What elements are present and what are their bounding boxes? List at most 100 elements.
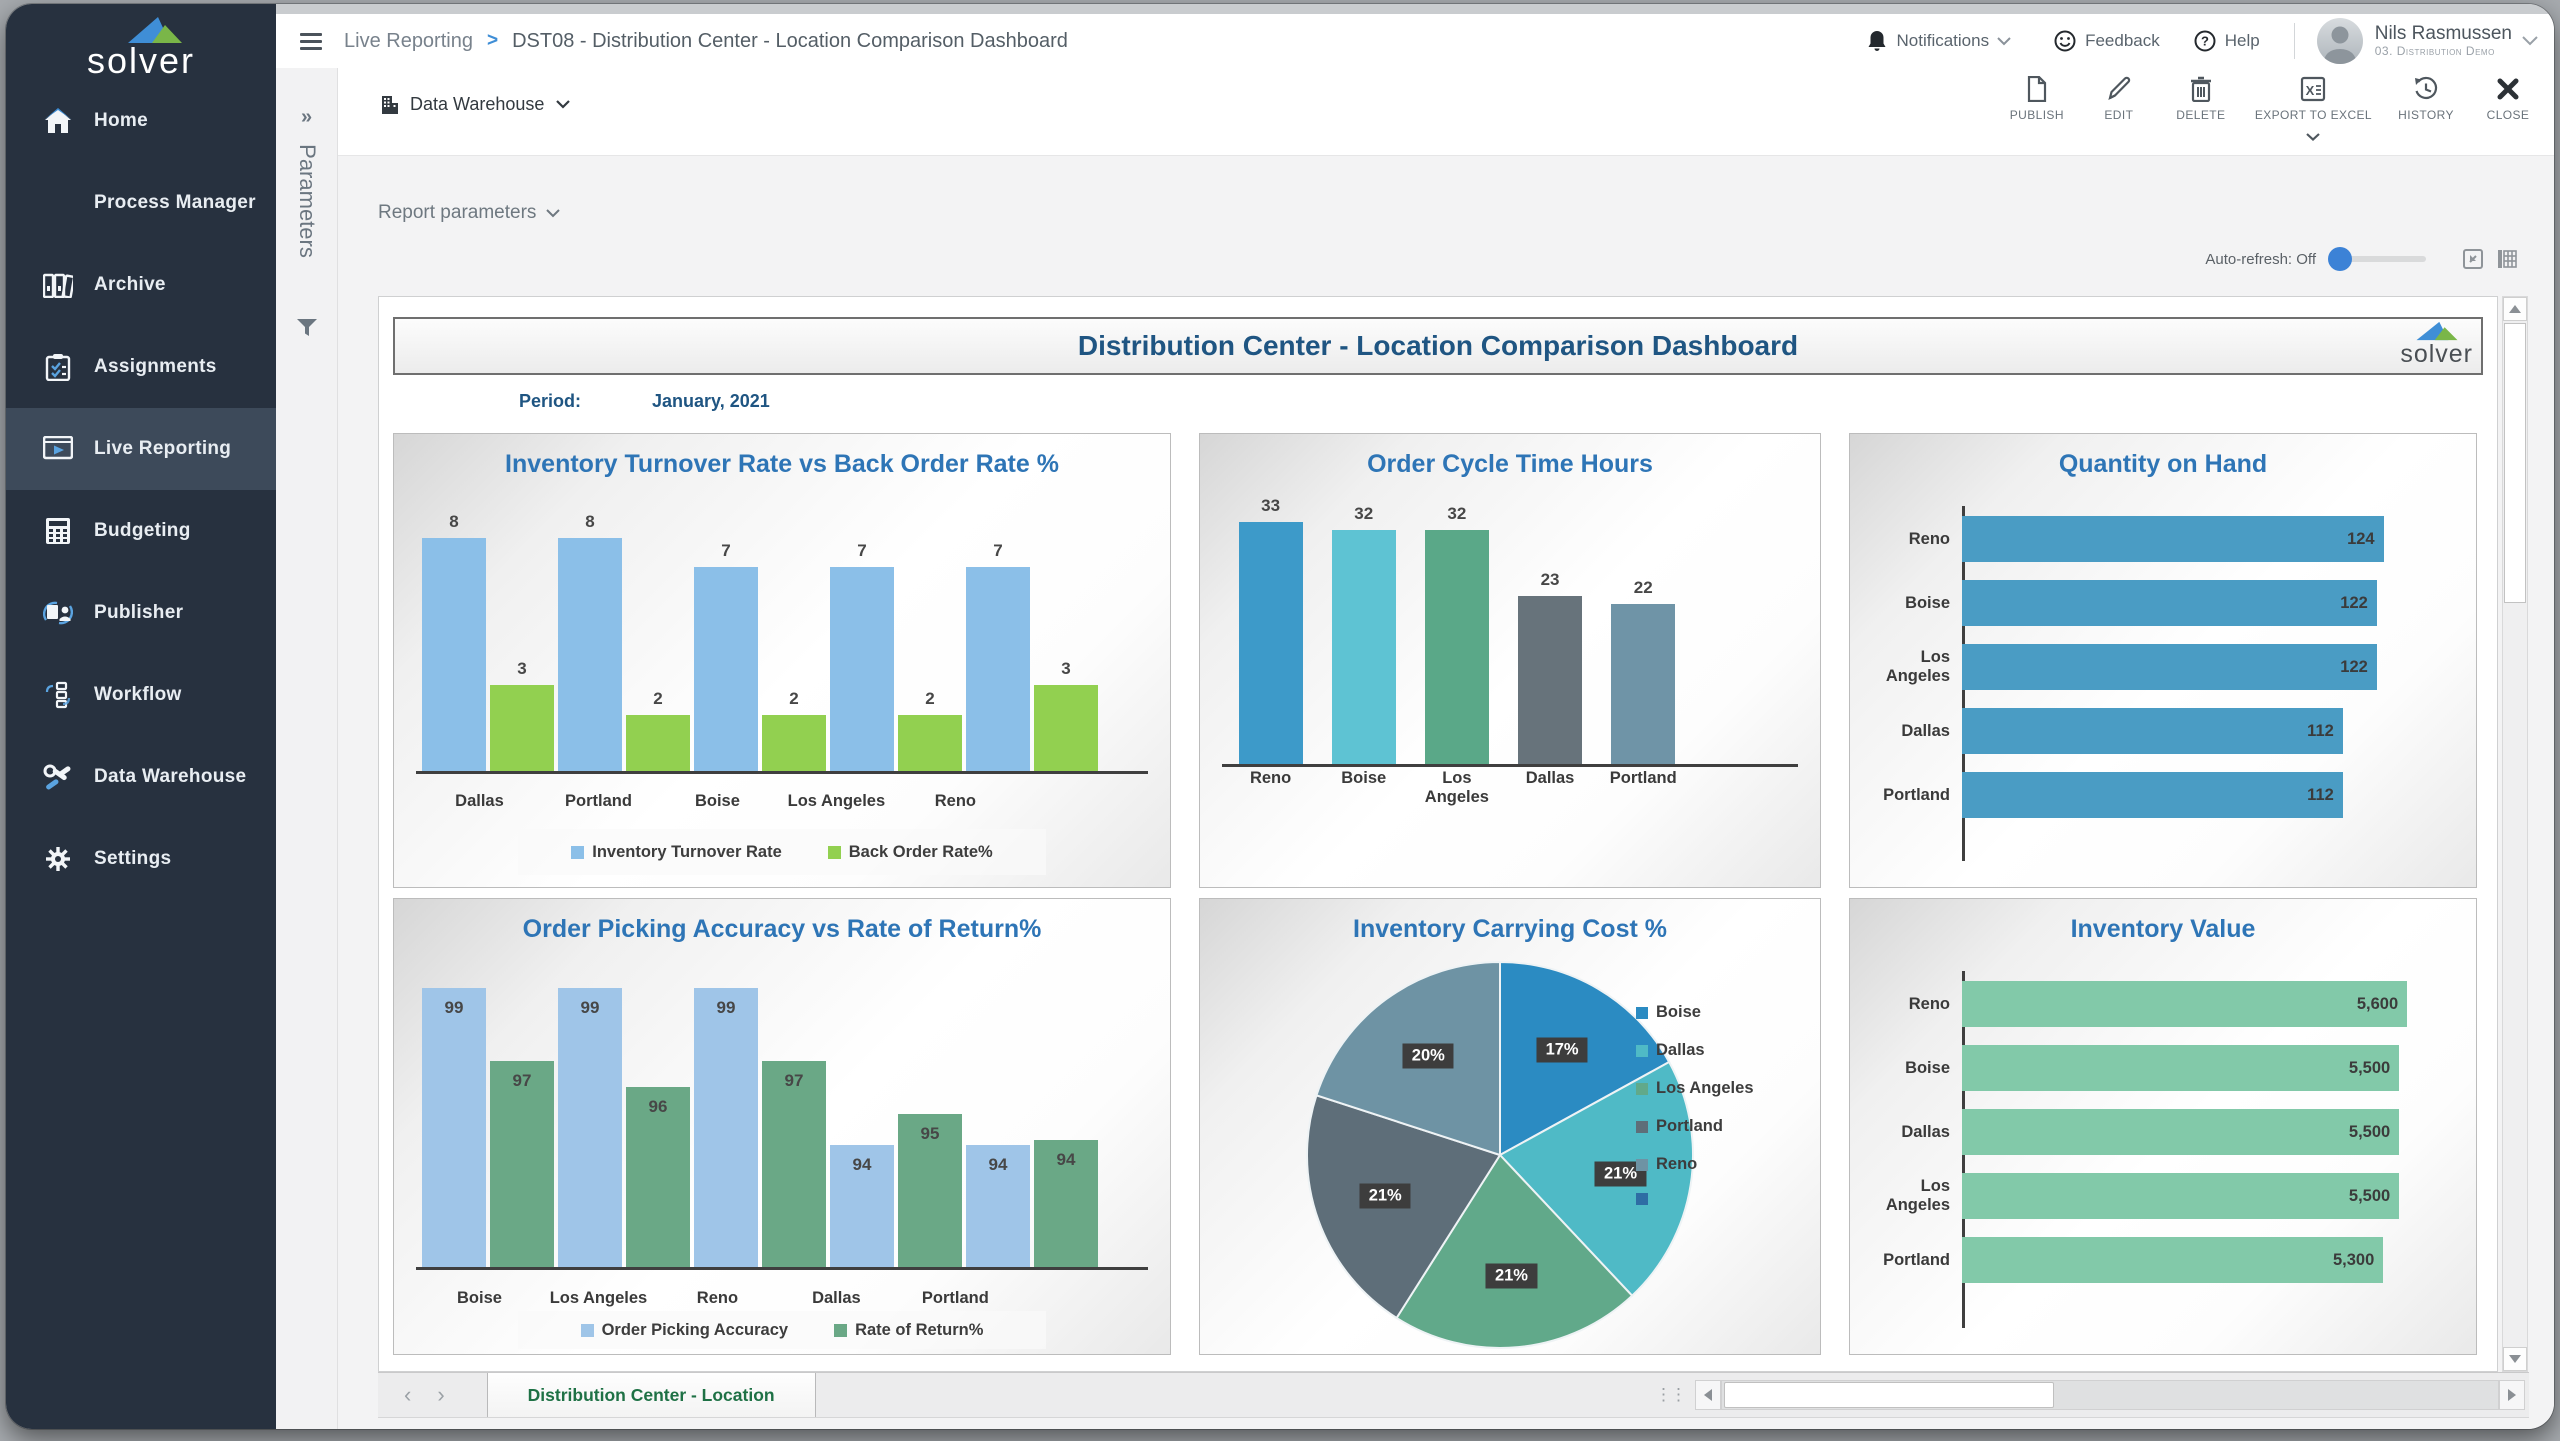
bar: 33: [1238, 496, 1303, 767]
bar-group: 99 97: [420, 957, 556, 1270]
period-label: Period:: [519, 391, 582, 411]
bar-row: Boise 5,500: [1870, 1045, 2466, 1091]
edit-button[interactable]: EDIT: [2091, 76, 2147, 150]
grid-view-icon[interactable]: [2496, 248, 2518, 270]
category-label: Portland: [1609, 769, 1677, 787]
sidebar-item-label: Workflow: [94, 684, 182, 705]
pie-chart: 17% 21% 21% 21% 20%: [1300, 955, 1700, 1354]
sidebar-item-live-reporting[interactable]: Live Reporting: [6, 408, 276, 490]
tab-scroll-left-icon[interactable]: ‹: [404, 1382, 412, 1407]
breadcrumb-live-reporting[interactable]: Live Reporting: [344, 29, 473, 52]
archive-icon: [40, 272, 76, 298]
category-label: Reno: [1908, 529, 1950, 548]
filter-funnel-icon[interactable]: [296, 318, 318, 343]
user-menu[interactable]: Nils Rasmussen 03. Distribution Demo: [2375, 23, 2512, 58]
bar: 99: [422, 957, 486, 1270]
close-button[interactable]: CLOSE: [2480, 76, 2536, 150]
bar-fill: [626, 714, 690, 774]
value-label: 99: [716, 998, 736, 1018]
category-label: Los Angeles: [787, 792, 886, 810]
value-label: 33: [1261, 496, 1281, 516]
tab-scroll-right-icon[interactable]: ›: [437, 1382, 445, 1407]
category-axis: Reno Boise Los Angeles Dallas Portland: [1224, 769, 1690, 807]
sidebar-item-assignments[interactable]: Assignments: [6, 326, 276, 408]
legend-item: Rate of Return%: [834, 1321, 983, 1340]
bar-row: Portland 112: [1870, 772, 2466, 818]
sidebar-item-label: Live Reporting: [94, 438, 232, 459]
legend-item: Portland: [1636, 1117, 1754, 1136]
sheet-tab-label: Distribution Center - Location: [527, 1384, 775, 1405]
bar: 2: [626, 508, 690, 774]
bar-track: 112: [1962, 772, 2404, 818]
content-area: Report parameters Auto-refresh: Off Dist…: [338, 156, 2554, 1429]
dashboard-title: Distribution Center - Location Compariso…: [1077, 330, 1799, 361]
sidebar-item-settings[interactable]: Settings: [6, 818, 276, 900]
expand-parameters-icon[interactable]: »: [300, 106, 313, 128]
publish-button[interactable]: PUBLISH: [2009, 76, 2065, 150]
vertical-scroll-thumb[interactable]: [2504, 323, 2526, 603]
bar-fill: [558, 988, 622, 1270]
sidebar-item-publisher[interactable]: Publisher: [6, 572, 276, 654]
export-to-excel-button[interactable]: X EXPORT TO EXCEL: [2255, 76, 2372, 150]
auto-refresh-knob[interactable]: [2328, 247, 2352, 271]
workflow-icon: [40, 681, 76, 709]
chevron-down-icon: [556, 100, 571, 109]
delete-button[interactable]: DELETE: [2173, 76, 2229, 150]
sidebar-item-workflow[interactable]: Workflow: [6, 654, 276, 736]
scroll-down-button[interactable]: [2503, 1347, 2527, 1371]
value-label: 2: [653, 688, 663, 708]
sidebar-item-budgeting[interactable]: Budgeting: [6, 490, 276, 572]
scroll-left-button[interactable]: [1695, 1380, 1721, 1410]
value-label: 112: [2307, 785, 2334, 804]
horizontal-scroll-thumb[interactable]: [1724, 1382, 2054, 1408]
auto-refresh-slider[interactable]: [2328, 247, 2426, 271]
sidebar-item-label: Budgeting: [94, 520, 191, 541]
live-reporting-icon: [40, 436, 76, 462]
bar-group: 32: [1317, 500, 1410, 767]
sheet-tab-distribution-center-location[interactable]: Distribution Center - Location: [486, 1373, 816, 1417]
pie-label: 21%: [1594, 1161, 1646, 1187]
menu-hamburger-icon[interactable]: [300, 29, 322, 54]
sidebar-item-process-manager[interactable]: Process Manager: [6, 162, 276, 244]
bar-track: 5,500: [1962, 1045, 2431, 1091]
help-button[interactable]: ? Help: [2194, 30, 2260, 52]
dashboard-logo-text: solver: [2400, 339, 2473, 368]
bar-track: 122: [1962, 644, 2404, 690]
scroll-right-button[interactable]: [2499, 1380, 2525, 1410]
user-chevron-down-icon[interactable]: [2522, 36, 2538, 46]
bar-fill: 122: [1962, 580, 2377, 626]
history-button[interactable]: HISTORY: [2398, 76, 2454, 150]
bar: 23: [1518, 500, 1583, 767]
splitter-handle[interactable]: ⋮⋮: [1655, 1385, 1687, 1404]
sidebar-item-home[interactable]: Home: [6, 80, 276, 162]
vertical-scrollbar[interactable]: [2502, 296, 2528, 1372]
feedback-button[interactable]: Feedback: [2054, 30, 2160, 52]
feedback-label: Feedback: [2085, 31, 2160, 50]
horizontal-scrollbar[interactable]: [1695, 1373, 2525, 1417]
sidebar-item-label: Assignments: [94, 356, 217, 377]
sidebar-item-label: Settings: [94, 848, 172, 869]
close-x-icon: [2497, 78, 2519, 100]
horizontal-scroll-track[interactable]: [1721, 1380, 2499, 1410]
x-axis-line: [1222, 764, 1798, 767]
sidebar-item-data-warehouse[interactable]: Data Warehouse: [6, 736, 276, 818]
gear-icon: [40, 845, 76, 873]
value-label: 124: [2347, 529, 2375, 548]
header-right: Notifications Feedback ? Help Nils Rasmu…: [1867, 18, 2554, 64]
bar-track: 5,500: [1962, 1173, 2431, 1219]
solver-logo-icon: [128, 17, 182, 43]
bar-fill: [830, 567, 894, 774]
data-warehouse-dropdown[interactable]: Data Warehouse: [380, 94, 571, 115]
avatar[interactable]: [2316, 18, 2363, 64]
bar-group: 99 96: [556, 957, 692, 1270]
bar: 2: [762, 508, 826, 774]
value-label: 5,500: [2348, 1186, 2391, 1205]
legend-item: Reno: [1636, 1155, 1754, 1174]
report-parameters-toggle[interactable]: Report parameters: [378, 202, 561, 224]
value-label: 7: [721, 541, 731, 561]
expand-view-icon[interactable]: [2462, 248, 2484, 270]
sidebar-item-archive[interactable]: Archive: [6, 244, 276, 326]
legend-item: Inventory Turnover Rate: [571, 843, 782, 862]
scroll-up-button[interactable]: [2503, 297, 2527, 321]
notifications-menu[interactable]: Notifications: [1867, 30, 2020, 52]
